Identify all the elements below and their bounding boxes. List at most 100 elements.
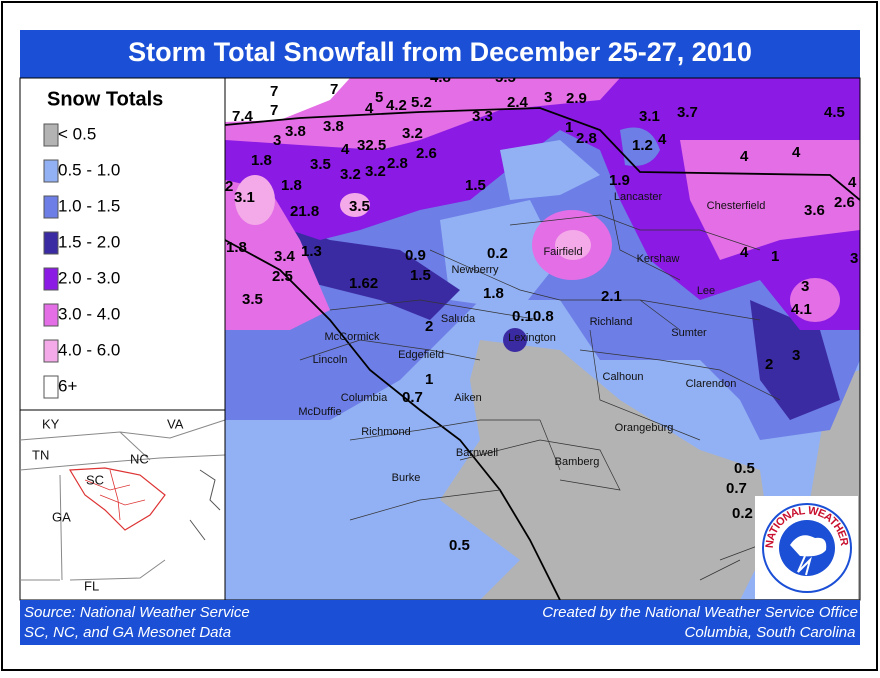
- snowfall-label: 4: [848, 174, 857, 191]
- snowfall-label: 3.7: [677, 104, 698, 121]
- snowfall-label: 1.8: [251, 152, 272, 169]
- snowfall-label: 3.5: [310, 156, 331, 173]
- snowfall-label: 2.6: [834, 194, 855, 211]
- snowfall-label: 2: [425, 318, 433, 335]
- county-label: Calhoun: [603, 371, 644, 383]
- snow-region: [790, 278, 840, 322]
- county-label: Edgefield: [398, 349, 444, 361]
- county-label: Saluda: [441, 313, 476, 325]
- snowfall-label: 3.1: [234, 189, 255, 206]
- snowfall-label: 4: [365, 100, 374, 117]
- legend-swatch: [43, 303, 59, 327]
- snowfall-label: 4: [740, 148, 749, 165]
- snowfall-label: 2: [225, 178, 233, 195]
- county-label: Clarendon: [686, 378, 737, 390]
- snowfall-label: 0.10.8: [512, 308, 554, 325]
- legend-swatch: [43, 375, 59, 399]
- snowfall-label: 1.5: [410, 267, 431, 284]
- snowfall-label: 1.5: [465, 177, 486, 194]
- snowfall-label: 2.8: [576, 130, 597, 147]
- county-label: Lancaster: [614, 191, 663, 203]
- snowfall-label: 0.5: [449, 537, 470, 554]
- county-label: McCormick: [325, 331, 380, 343]
- snowfall-label: 4: [658, 131, 667, 148]
- inset-label: SC: [86, 472, 104, 487]
- snowfall-label: 32.5: [357, 137, 386, 154]
- legend-swatch: [43, 195, 59, 219]
- snowfall-label: 3: [792, 347, 800, 364]
- inset-label: TN: [32, 447, 49, 462]
- footer-credit: Created by the National Weather Service …: [542, 604, 858, 621]
- county-label: Chesterfield: [707, 200, 766, 212]
- county-label: Lee: [697, 285, 715, 297]
- snowfall-label: 2: [765, 356, 773, 373]
- footer-bar: [20, 600, 860, 645]
- snowfall-label: 7.4: [232, 108, 254, 125]
- snow-region: [620, 127, 660, 166]
- county-label: Richmond: [361, 426, 411, 438]
- snowfall-label: 0.2: [487, 245, 508, 262]
- county-label: Columbia: [341, 392, 388, 404]
- snowfall-label: 3.2: [402, 125, 423, 142]
- inset-label: KY: [42, 416, 60, 431]
- snow-region: [235, 175, 275, 225]
- county-label: McDuffie: [298, 406, 341, 418]
- snowfall-label: 3.8: [285, 123, 306, 140]
- snowfall-label: 3.5: [242, 291, 263, 308]
- inset-label: NC: [130, 451, 149, 466]
- inset-label: GA: [52, 509, 71, 524]
- snow-shading: [225, 78, 860, 600]
- footer-source: Source: National Weather Service: [24, 604, 250, 621]
- legend-swatch: [43, 231, 59, 255]
- snowfall-label: 5.5: [495, 69, 516, 86]
- snowfall-label: 3: [544, 89, 552, 106]
- snowfall-label: 4.1: [791, 301, 812, 318]
- snowfall-label: 5.2: [411, 94, 432, 111]
- snowfall-label: 2.5: [272, 268, 293, 285]
- snowfall-label: 21.8: [290, 203, 319, 220]
- snowfall-label: 3: [273, 132, 281, 149]
- legend-label: 1.5 - 2.0: [58, 232, 120, 251]
- snowfall-label: 1: [771, 248, 779, 265]
- snowfall-label: 2.1: [601, 288, 622, 305]
- snowfall-label: 3: [850, 250, 858, 267]
- snowfall-map: Newberry Fairfield Lancaster Chesterfield Ke…: [225, 69, 860, 600]
- inset-map: KY VA TN NC SC GA FL: [19, 409, 226, 601]
- snow-region: [340, 193, 370, 217]
- snowfall-label: 0.7: [726, 480, 747, 497]
- snowfall-label: 4.8: [430, 69, 451, 86]
- county-label: Aiken: [454, 392, 482, 404]
- county-label: Fairfield: [543, 246, 582, 258]
- state-border: [225, 239, 561, 600]
- title-bar: [20, 30, 860, 78]
- title: Storm Total Snowfall from December 25-27…: [128, 37, 752, 67]
- snowfall-label: 5: [375, 89, 383, 106]
- county-label: Burke: [392, 472, 421, 484]
- legend-swatch: [43, 123, 59, 147]
- county-label: Orangeburg: [615, 422, 674, 434]
- snowfall-label: 7: [270, 102, 278, 119]
- legend: < 0.5 0.5 - 1.0 1.0 - 1.5 1.5 - 2.0 2.0 - 3.…: [43, 123, 120, 399]
- county-label: Lincoln: [313, 354, 348, 366]
- snowfall-label: 7: [270, 83, 278, 100]
- legend-label: 0.5 - 1.0: [58, 160, 120, 179]
- legend-label: 4.0 - 6.0: [58, 340, 120, 359]
- snowfall-label: 3.6: [804, 202, 825, 219]
- snowfall-label: 1: [425, 371, 433, 388]
- snow-region: [440, 340, 770, 600]
- county-label: Sumter: [671, 327, 707, 339]
- footer-source: SC, NC, and GA Mesonet Data: [24, 624, 231, 641]
- snowfall-label: 2.6: [416, 145, 437, 162]
- legend-label: 2.0 - 3.0: [58, 268, 120, 287]
- snowfall-label: 3.4: [274, 248, 296, 265]
- legend-label: 6+: [58, 376, 77, 395]
- snowfall-label: 2.4: [507, 94, 529, 111]
- legend-swatch: [43, 159, 59, 183]
- inset-label: VA: [167, 416, 184, 431]
- snowfall-label: 3.2: [365, 163, 386, 180]
- snow-region: [500, 140, 600, 200]
- snow-region: [440, 200, 560, 310]
- county-label: Lexington: [508, 332, 556, 344]
